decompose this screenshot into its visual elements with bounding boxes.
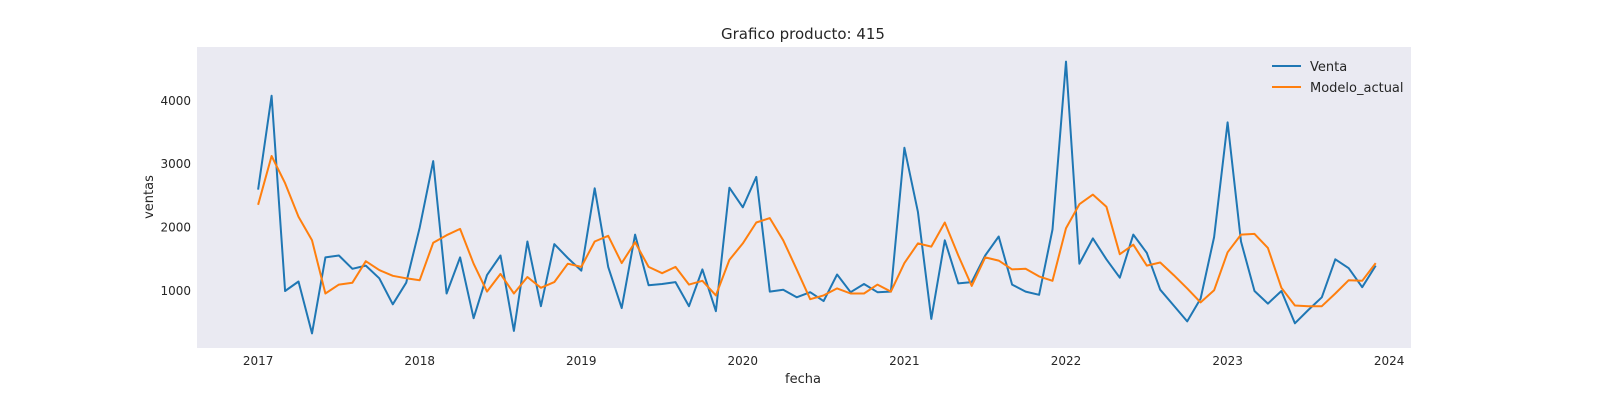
plot-area [197, 47, 1411, 348]
x-tick-label: 2020 [728, 354, 759, 368]
x-axis: 2017 2018 2019 2020 2021 2022 2023 2024 [243, 354, 1405, 368]
legend: Venta Modelo_actual [1272, 60, 1404, 96]
series-layer [257, 60, 1377, 335]
x-tick-label: 2019 [566, 354, 597, 368]
legend-label-modelo-actual: Modelo_actual [1310, 81, 1404, 96]
y-axis: 1000 2000 3000 4000 [160, 94, 191, 298]
x-tick-label: 2021 [889, 354, 920, 368]
y-tick-label: 2000 [160, 221, 191, 235]
y-tick-label: 3000 [160, 157, 191, 171]
y-axis-label: ventas [142, 175, 157, 219]
x-tick-label: 2018 [404, 354, 435, 368]
x-tick-label: 2022 [1051, 354, 1082, 368]
x-axis-label: fecha [785, 372, 821, 387]
legend-label-venta: Venta [1310, 60, 1347, 75]
x-tick-label: 2023 [1212, 354, 1243, 368]
y-tick-label: 1000 [160, 284, 191, 298]
chart-title: Grafico producto: 415 [721, 25, 885, 43]
x-tick-label: 2017 [243, 354, 274, 368]
x-tick-label: 2024 [1374, 354, 1405, 368]
y-tick-label: 4000 [160, 94, 191, 108]
series-line-modelo-actual [257, 155, 1377, 308]
